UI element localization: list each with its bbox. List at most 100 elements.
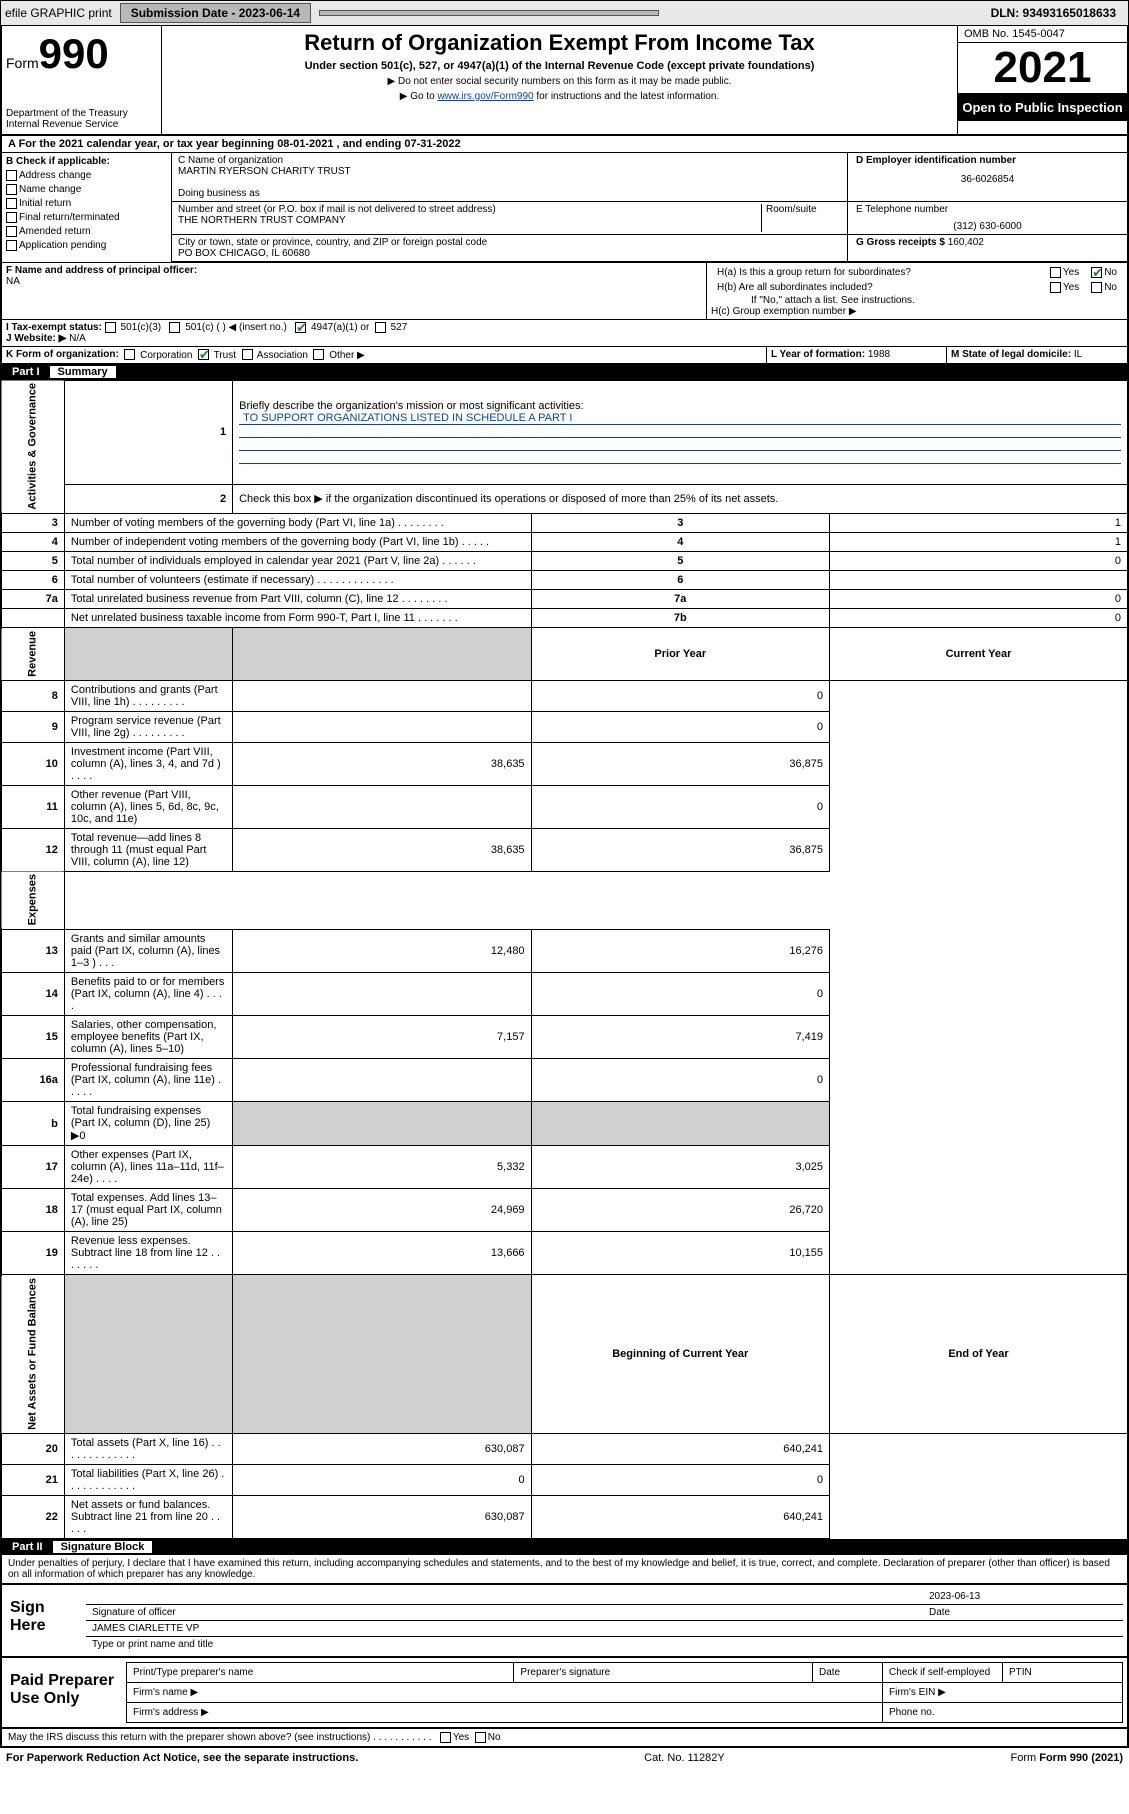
preparer-name-label: Print/Type preparer's name: [127, 1663, 514, 1683]
phone-value: (312) 630-6000: [856, 221, 1119, 232]
self-employed-chk[interactable]: Check if self-employed: [883, 1663, 1003, 1683]
part1-title: Summary: [50, 366, 116, 378]
form-org-label: K Form of organization:: [6, 350, 119, 361]
block-f: F Name and address of principal officer:…: [2, 263, 707, 319]
block-ij: I Tax-exempt status: 501(c)(3) 501(c) ( …: [0, 320, 1129, 347]
block-e: E Telephone number (312) 630-6000: [847, 202, 1127, 234]
domicile-value: IL: [1074, 349, 1082, 360]
col-current: Current Year: [830, 628, 1128, 681]
form-ref: Form Form 990 (2021): [1011, 1752, 1124, 1764]
page-footer: For Paperwork Reduction Act Notice, see …: [0, 1747, 1129, 1768]
chk-name-change[interactable]: Name change: [6, 183, 167, 197]
tax-year: 2021: [958, 43, 1127, 94]
part1-header: Part I Summary: [0, 364, 1129, 380]
firm-name-label: Firm's name ▶: [127, 1683, 883, 1703]
chk-501c[interactable]: 501(c) ( ) ◀ (insert no.): [169, 322, 286, 333]
summary-table: Activities & Governance 1 Briefly descri…: [0, 380, 1129, 1540]
efile-label: efile GRAPHIC print: [5, 6, 112, 20]
disclose-text: May the IRS discuss this return with the…: [8, 1732, 432, 1743]
addr-value: THE NORTHERN TRUST COMPANY: [178, 215, 761, 226]
block-h: H(a) Is this a group return for subordin…: [707, 263, 1127, 319]
chk-527[interactable]: 527: [375, 322, 407, 333]
paid-preparer-label: Paid Preparer Use Only: [6, 1662, 126, 1718]
open-inspection: Open to Public Inspection: [958, 94, 1127, 121]
hb-note: If "No," attach a list. See instructions…: [711, 295, 1123, 306]
penalties-text: Under penalties of perjury, I declare th…: [0, 1555, 1129, 1584]
city-label: City or town, state or province, country…: [178, 237, 841, 248]
disclose-line: May the IRS discuss this return with the…: [0, 1729, 1129, 1747]
cat-no: Cat. No. 11282Y: [644, 1752, 725, 1764]
block-d: D Employer identification number 36-6026…: [847, 153, 1127, 201]
chk-application-pending[interactable]: Application pending: [6, 239, 167, 253]
chk-final-return[interactable]: Final return/terminated: [6, 211, 167, 225]
chk-corp[interactable]: Corporation: [124, 350, 192, 361]
chk-4947[interactable]: 4947(a)(1) or: [295, 322, 369, 333]
omb-number: OMB No. 1545-0047: [958, 26, 1127, 43]
block-b-label: B Check if applicable:: [6, 156, 110, 167]
firm-phone-label: Phone no.: [883, 1703, 1123, 1723]
block-m: M State of legal domicile: IL: [947, 347, 1127, 362]
hc-label: H(c) Group exemption number ▶: [711, 306, 1123, 317]
col-prior: Prior Year: [531, 628, 829, 681]
mission-label: Briefly describe the organization's miss…: [239, 400, 583, 412]
block-k: K Form of organization: Corporation Trus…: [2, 347, 767, 362]
col-end: End of Year: [830, 1275, 1128, 1434]
hb-yes[interactable]: Yes: [1044, 280, 1085, 295]
side-governance: Activities & Governance: [1, 380, 64, 514]
phone-label: E Telephone number: [856, 204, 1119, 215]
sign-date: 2023-06-13: [923, 1589, 1123, 1604]
year-formation-value: 1988: [868, 349, 890, 360]
form-990-number: 990: [39, 30, 109, 77]
website-label: J Website: ▶: [6, 333, 66, 344]
chk-other[interactable]: Other ▶: [313, 350, 364, 361]
disclose-yes[interactable]: Yes: [440, 1732, 469, 1743]
gross-label: G Gross receipts $: [856, 237, 948, 248]
hb-no[interactable]: No: [1085, 280, 1123, 295]
ein-label: D Employer identification number: [856, 155, 1016, 166]
form-prefix: Form: [6, 55, 39, 71]
org-name: MARTIN RYERSON CHARITY TRUST: [178, 166, 841, 177]
chk-amended-return[interactable]: Amended return: [6, 225, 167, 239]
chk-trust[interactable]: Trust: [198, 350, 236, 361]
name-label: C Name of organization: [178, 155, 841, 166]
block-c-addr: Number and street (or P.O. box if mail i…: [178, 204, 761, 232]
preparer-sig-label: Preparer's signature: [514, 1663, 813, 1683]
period-line: A For the 2021 calendar year, or tax yea…: [0, 136, 1129, 153]
col-begin: Beginning of Current Year: [531, 1275, 829, 1434]
dln-label: DLN: 93493165018633: [991, 6, 1116, 20]
chk-initial-return[interactable]: Initial return: [6, 197, 167, 211]
block-i: I Tax-exempt status: 501(c)(3) 501(c) ( …: [2, 320, 1127, 346]
chk-501c3[interactable]: 501(c)(3): [105, 322, 161, 333]
part2-no: Part II: [12, 1541, 43, 1553]
side-expenses: Expenses: [1, 871, 64, 929]
blank-btn[interactable]: [319, 10, 659, 16]
form-header: Form990 Department of the Treasury Inter…: [0, 26, 1129, 136]
firm-ein-label: Firm's EIN ▶: [883, 1683, 1123, 1703]
disclose-no[interactable]: No: [475, 1732, 501, 1743]
block-l: L Year of formation: 1988: [767, 347, 947, 362]
ha-yes[interactable]: Yes: [1044, 265, 1085, 280]
submission-date-btn[interactable]: Submission Date - 2023-06-14: [120, 3, 311, 23]
officer-value: NA: [6, 276, 702, 287]
side-revenue: Revenue: [1, 628, 64, 681]
block-c-name: C Name of organization MARTIN RYERSON CH…: [172, 153, 847, 201]
chk-assoc[interactable]: Association: [242, 350, 308, 361]
firm-addr-label: Firm's address ▶: [127, 1703, 883, 1723]
block-bcdefg: B Check if applicable: Address change Na…: [0, 153, 1129, 263]
tax-status-label: I Tax-exempt status:: [6, 322, 102, 333]
irs-link[interactable]: www.irs.gov/Form990: [437, 91, 533, 102]
ha-label: H(a) Is this a group return for subordin…: [711, 265, 1044, 280]
paid-preparer-block: Paid Preparer Use Only Print/Type prepar…: [0, 1658, 1129, 1729]
block-c-city: City or town, state or province, country…: [172, 235, 847, 261]
paid-preparer-table: Print/Type preparer's name Preparer's si…: [126, 1662, 1123, 1723]
gross-value: 160,402: [948, 237, 984, 248]
officer-label: F Name and address of principal officer:: [6, 265, 197, 276]
pra-notice: For Paperwork Reduction Act Notice, see …: [6, 1752, 358, 1764]
officer-name: JAMES CIARLETTE VP: [86, 1621, 205, 1636]
ha-no[interactable]: No: [1085, 265, 1123, 280]
note-goto: ▶ Go to www.irs.gov/Form990 for instruct…: [170, 91, 949, 102]
goto-pre: ▶ Go to: [400, 91, 438, 102]
part1-no: Part I: [12, 366, 40, 378]
chk-address-change[interactable]: Address change: [6, 169, 167, 183]
ptin-label: PTIN: [1003, 1663, 1123, 1683]
